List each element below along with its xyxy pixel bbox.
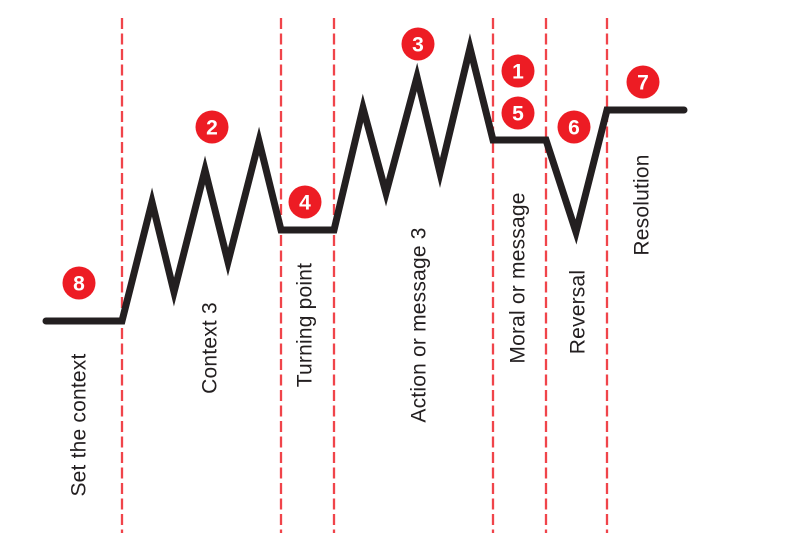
section-label: Reversal	[566, 270, 589, 354]
section-dividers	[120, 18, 609, 533]
section-label: Turning point	[293, 263, 316, 387]
section-label: Resolution	[630, 154, 653, 255]
step-badge: 5	[501, 96, 535, 130]
step-badge-circle	[195, 110, 229, 144]
step-badge: 7	[626, 65, 660, 99]
story-arc-line-group	[42, 33, 688, 325]
step-badge-circle	[288, 185, 322, 219]
section-label: Action or message 3	[407, 227, 430, 422]
step-badge-circle	[501, 54, 535, 88]
step-badge-circle	[501, 96, 535, 130]
story-arc-line	[42, 33, 688, 325]
step-badge: 2	[195, 110, 229, 144]
step-badge: 8	[62, 266, 96, 300]
step-badge: 6	[557, 110, 591, 144]
step-badge-number: 2	[206, 117, 218, 140]
step-badge-number: 3	[412, 34, 424, 57]
step-badge-number: 7	[637, 72, 649, 95]
step-badge: 4	[288, 185, 322, 219]
section-label: Set the context	[67, 353, 90, 496]
section-label: Moral or message	[506, 192, 529, 363]
step-badge-circle	[557, 110, 591, 144]
step-badge: 3	[401, 27, 435, 61]
step-badge: 1	[501, 54, 535, 88]
step-badge-number: 6	[568, 117, 580, 140]
step-badge-circle	[62, 266, 96, 300]
step-badge-number: 4	[299, 192, 311, 215]
step-badge-number: 8	[73, 273, 85, 296]
section-label: Context 3	[198, 302, 221, 394]
step-badge-circle	[401, 27, 435, 61]
section-labels: Set the context Context 3 Turning point Act…	[67, 154, 653, 496]
step-badges: 8 2 4 3 1 5 6 7	[62, 27, 660, 300]
step-badge-number: 5	[512, 103, 524, 126]
step-badge-circle	[626, 65, 660, 99]
step-badge-number: 1	[512, 61, 524, 84]
